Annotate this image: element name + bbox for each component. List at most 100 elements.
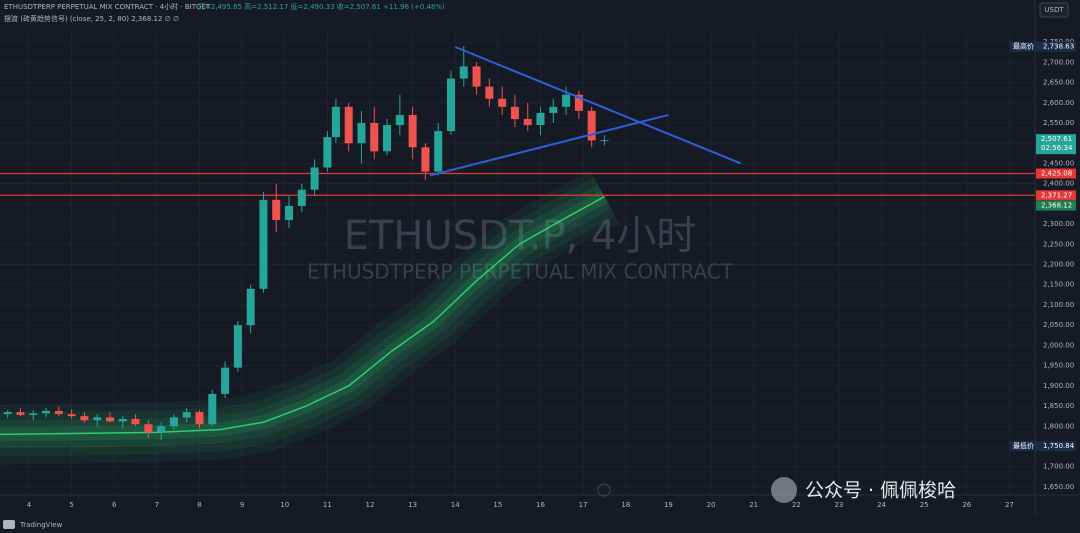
candle-body [447,78,456,132]
candle-body [408,114,417,148]
x-tick-label: 11 [323,501,332,509]
candle-body [323,137,332,168]
x-tick-label: 6 [112,501,117,509]
y-tick-label: 1,800.00 [1043,422,1074,430]
x-tick-label: 16 [536,501,545,509]
candle-body [169,417,178,427]
y-tick-label: 2,650.00 [1043,79,1074,87]
candle-body [233,325,242,368]
candle-body [434,131,443,172]
candle-body [472,66,481,87]
candle-body [485,86,494,99]
y-tick-label: 1,650.00 [1043,483,1074,491]
candle-body [67,414,76,417]
candle-body [344,106,353,144]
candle-body [370,123,379,152]
candle-body [587,110,596,141]
y-tick-label: 2,550.00 [1043,119,1074,127]
y-tick-label: 1,950.00 [1043,362,1074,370]
goto-icon[interactable] [597,483,611,497]
trendline [454,46,742,165]
watermark-subtitle: ETHUSDTPERP PERPETUAL MIX CONTRACT [307,260,734,284]
wechat-account: 公众号 · 佩佩梭哈 [805,480,956,502]
x-tick-label: 18 [621,501,630,509]
y-tick-label: 2,250.00 [1043,240,1074,248]
x-tick-label: 20 [707,501,716,509]
candle-body [421,147,430,172]
symbol: ETHUSDTPERP PERPETUAL MIX CONTRACT · 4小时… [4,2,211,11]
y-tick-label: 2,600.00 [1043,99,1074,107]
countdown: 02:56:34 [1041,144,1073,152]
indicator-price-tag [1036,200,1076,211]
last-price-tag [1036,134,1076,155]
x-tick-label: 7 [155,501,159,509]
candle-body [221,367,230,394]
candle-body [246,288,255,326]
plot [0,46,1035,465]
x-tick-label: 12 [366,501,375,509]
candle-body [3,412,12,415]
x-tick-label: 15 [493,501,502,509]
price-tag [1036,190,1076,201]
candle-body [131,418,140,425]
x-tick-label: 8 [197,501,201,509]
candle-body [272,199,281,221]
candle-body [549,106,558,113]
candle-body [536,112,545,126]
candle-body [510,106,519,119]
candle-body [285,205,294,221]
y-tick-label: 2,000.00 [1043,341,1074,349]
last-price: 2,507.61 [1041,135,1072,143]
wechat-icon [771,477,797,503]
trendline [429,113,669,177]
candle-body [259,199,268,289]
y-tick-label: 1,700.00 [1043,463,1074,471]
x-tick-label: 5 [69,501,73,509]
candle-body [93,417,102,421]
x-tick-label: 25 [920,501,929,509]
x-tick-label: 23 [834,501,843,509]
candle-body [574,94,583,111]
marker-tag [1010,441,1076,452]
candle-body [357,123,366,144]
candle-body [208,393,217,425]
y-tick-label: 2,300.00 [1043,220,1074,228]
watermark-title: ETHUSDT.P, 4小时 [344,213,697,259]
y-tick-label: 2,050.00 [1043,321,1074,329]
marker-name: 最高价 [1013,42,1034,51]
candle-body [16,412,25,415]
candle-body [459,66,468,79]
x-tick-label: 10 [280,501,289,509]
grid [0,28,1035,495]
x-tick-label: 4 [27,501,32,509]
x-tick-label: 26 [962,501,971,509]
brand: TradingView [19,521,63,529]
price-tag-label: 2,371.27 [1041,191,1072,199]
price-tag-label: 2,425.08 [1041,170,1072,178]
candle-body [383,125,392,152]
candle-body [182,412,191,418]
candle-body [157,426,166,433]
x-tick-label: 24 [877,501,886,509]
candle-body [195,412,204,425]
x-tick-label: 9 [240,501,244,509]
x-tick-label: 19 [664,501,673,509]
y-tick-label: 2,400.00 [1043,180,1074,188]
marker-name: 最低价 [1013,441,1034,450]
y-tick-label: 1,900.00 [1043,382,1074,390]
y-tick-label: 2,200.00 [1043,261,1074,269]
candle-body [80,416,89,421]
candle-body [118,418,127,422]
indicator-legend: 摆渡 (砖黄趋势信号) (close, 25, 2, 80) 2,368.12 … [4,14,179,23]
y-tick-label: 2,450.00 [1043,159,1074,167]
marker-value: 1,750.84 [1043,442,1075,450]
candle-body [29,413,38,415]
price-tag [1036,168,1076,179]
x-tick-label: 13 [408,501,417,509]
price-axis: 1,650.001,700.001,750.001,800.001,850.00… [1010,38,1076,491]
candle-body [331,106,340,138]
candle-body [310,167,319,190]
marker-tag [1010,41,1076,52]
x-tick-label: 17 [579,501,588,509]
